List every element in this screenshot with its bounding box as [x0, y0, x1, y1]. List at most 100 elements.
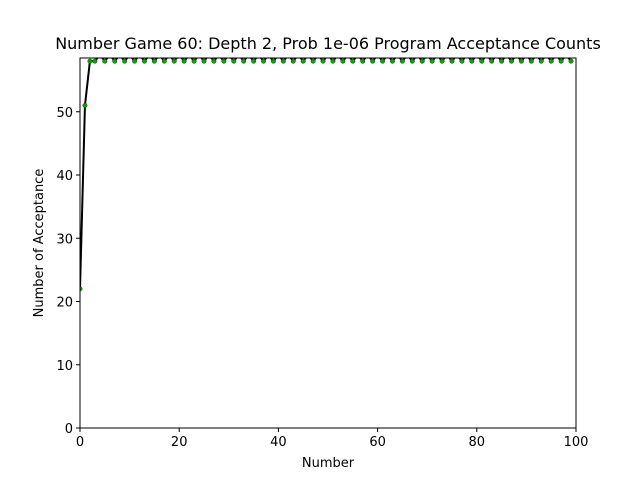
data-point	[207, 53, 211, 57]
acceptance-series-markers	[80, 53, 574, 292]
data-point	[439, 58, 445, 64]
data-point	[286, 53, 290, 57]
data-point	[256, 53, 260, 57]
x-tick-label: 80	[469, 435, 486, 450]
data-point	[548, 58, 554, 64]
data-point	[538, 58, 544, 64]
data-point	[171, 58, 177, 64]
y-axis-label: Number of Acceptance	[32, 169, 47, 318]
data-point	[227, 53, 231, 57]
data-point	[191, 58, 197, 64]
data-point	[375, 53, 379, 57]
data-point	[290, 58, 296, 64]
data-point	[346, 53, 350, 57]
chart-title: Number Game 60: Depth 2, Prob 1e-06 Prog…	[55, 34, 601, 53]
data-point	[147, 53, 151, 57]
data-point	[514, 53, 518, 57]
data-point	[455, 53, 459, 57]
data-point	[167, 53, 171, 57]
data-point	[534, 53, 538, 57]
y-tick-label: 10	[56, 359, 73, 374]
x-tick-label: 60	[369, 435, 386, 450]
data-point	[405, 53, 409, 57]
data-point	[524, 53, 528, 57]
data-point	[399, 58, 405, 64]
data-point	[568, 58, 574, 64]
x-tick-label: 100	[564, 435, 589, 450]
data-point	[465, 53, 469, 57]
y-tick-label: 30	[56, 232, 73, 247]
data-point	[197, 53, 201, 57]
data-point	[390, 58, 395, 64]
data-point	[296, 53, 300, 57]
data-point	[276, 53, 280, 57]
data-point	[494, 53, 498, 57]
data-point	[459, 58, 465, 64]
x-tick-label: 20	[171, 435, 188, 450]
plot-area	[80, 53, 574, 292]
data-point	[87, 58, 93, 64]
data-point	[161, 58, 167, 64]
data-point	[217, 53, 221, 57]
data-point	[82, 102, 88, 108]
data-point	[326, 53, 330, 57]
data-point	[246, 53, 250, 57]
data-point	[340, 58, 346, 64]
y-tick-label: 0	[65, 422, 73, 437]
data-point	[350, 58, 356, 64]
y-tick-label: 50	[56, 106, 73, 121]
data-point	[122, 58, 128, 64]
data-point	[261, 58, 266, 64]
data-point	[92, 58, 98, 64]
data-point	[177, 53, 181, 57]
data-point	[306, 53, 310, 57]
data-point	[137, 53, 141, 57]
y-tick-label: 20	[56, 296, 73, 311]
data-point	[365, 53, 369, 57]
data-point	[102, 58, 108, 64]
data-point	[300, 58, 306, 64]
data-point	[445, 53, 449, 57]
data-point	[221, 58, 227, 64]
data-point	[475, 53, 479, 57]
acceptance-series-line	[80, 58, 572, 289]
data-point	[489, 58, 495, 64]
data-point	[316, 53, 320, 57]
data-point	[485, 53, 489, 57]
data-point	[187, 53, 191, 57]
x-tick-label: 40	[270, 435, 287, 450]
x-axis-ticks: 0 20 40 60 80 100	[76, 428, 589, 450]
data-point	[499, 58, 505, 64]
data-point	[270, 58, 276, 64]
data-point	[266, 53, 270, 57]
y-tick-label: 40	[56, 169, 73, 184]
data-point	[330, 58, 336, 64]
data-point	[132, 58, 138, 64]
data-point	[356, 53, 360, 57]
plot-frame	[79, 57, 577, 429]
data-point	[449, 58, 455, 64]
data-point	[231, 58, 237, 64]
data-point	[320, 58, 326, 64]
data-point	[385, 53, 389, 57]
data-point	[142, 58, 147, 64]
data-point	[380, 58, 386, 64]
data-point	[117, 53, 121, 57]
data-point	[425, 53, 429, 57]
data-point	[518, 58, 524, 64]
data-point	[558, 58, 564, 64]
data-point	[564, 53, 568, 57]
data-point	[98, 53, 102, 57]
data-point	[310, 58, 316, 64]
data-point	[504, 53, 508, 57]
data-point	[112, 58, 118, 64]
x-axis-label: Number	[302, 456, 355, 471]
data-point	[469, 58, 475, 64]
data-point	[157, 53, 161, 57]
data-point	[419, 58, 425, 64]
y-axis-ticks: 0 10 20 30 40 50	[56, 106, 80, 437]
data-point	[479, 58, 485, 64]
data-point	[151, 58, 157, 64]
data-point	[509, 58, 514, 64]
